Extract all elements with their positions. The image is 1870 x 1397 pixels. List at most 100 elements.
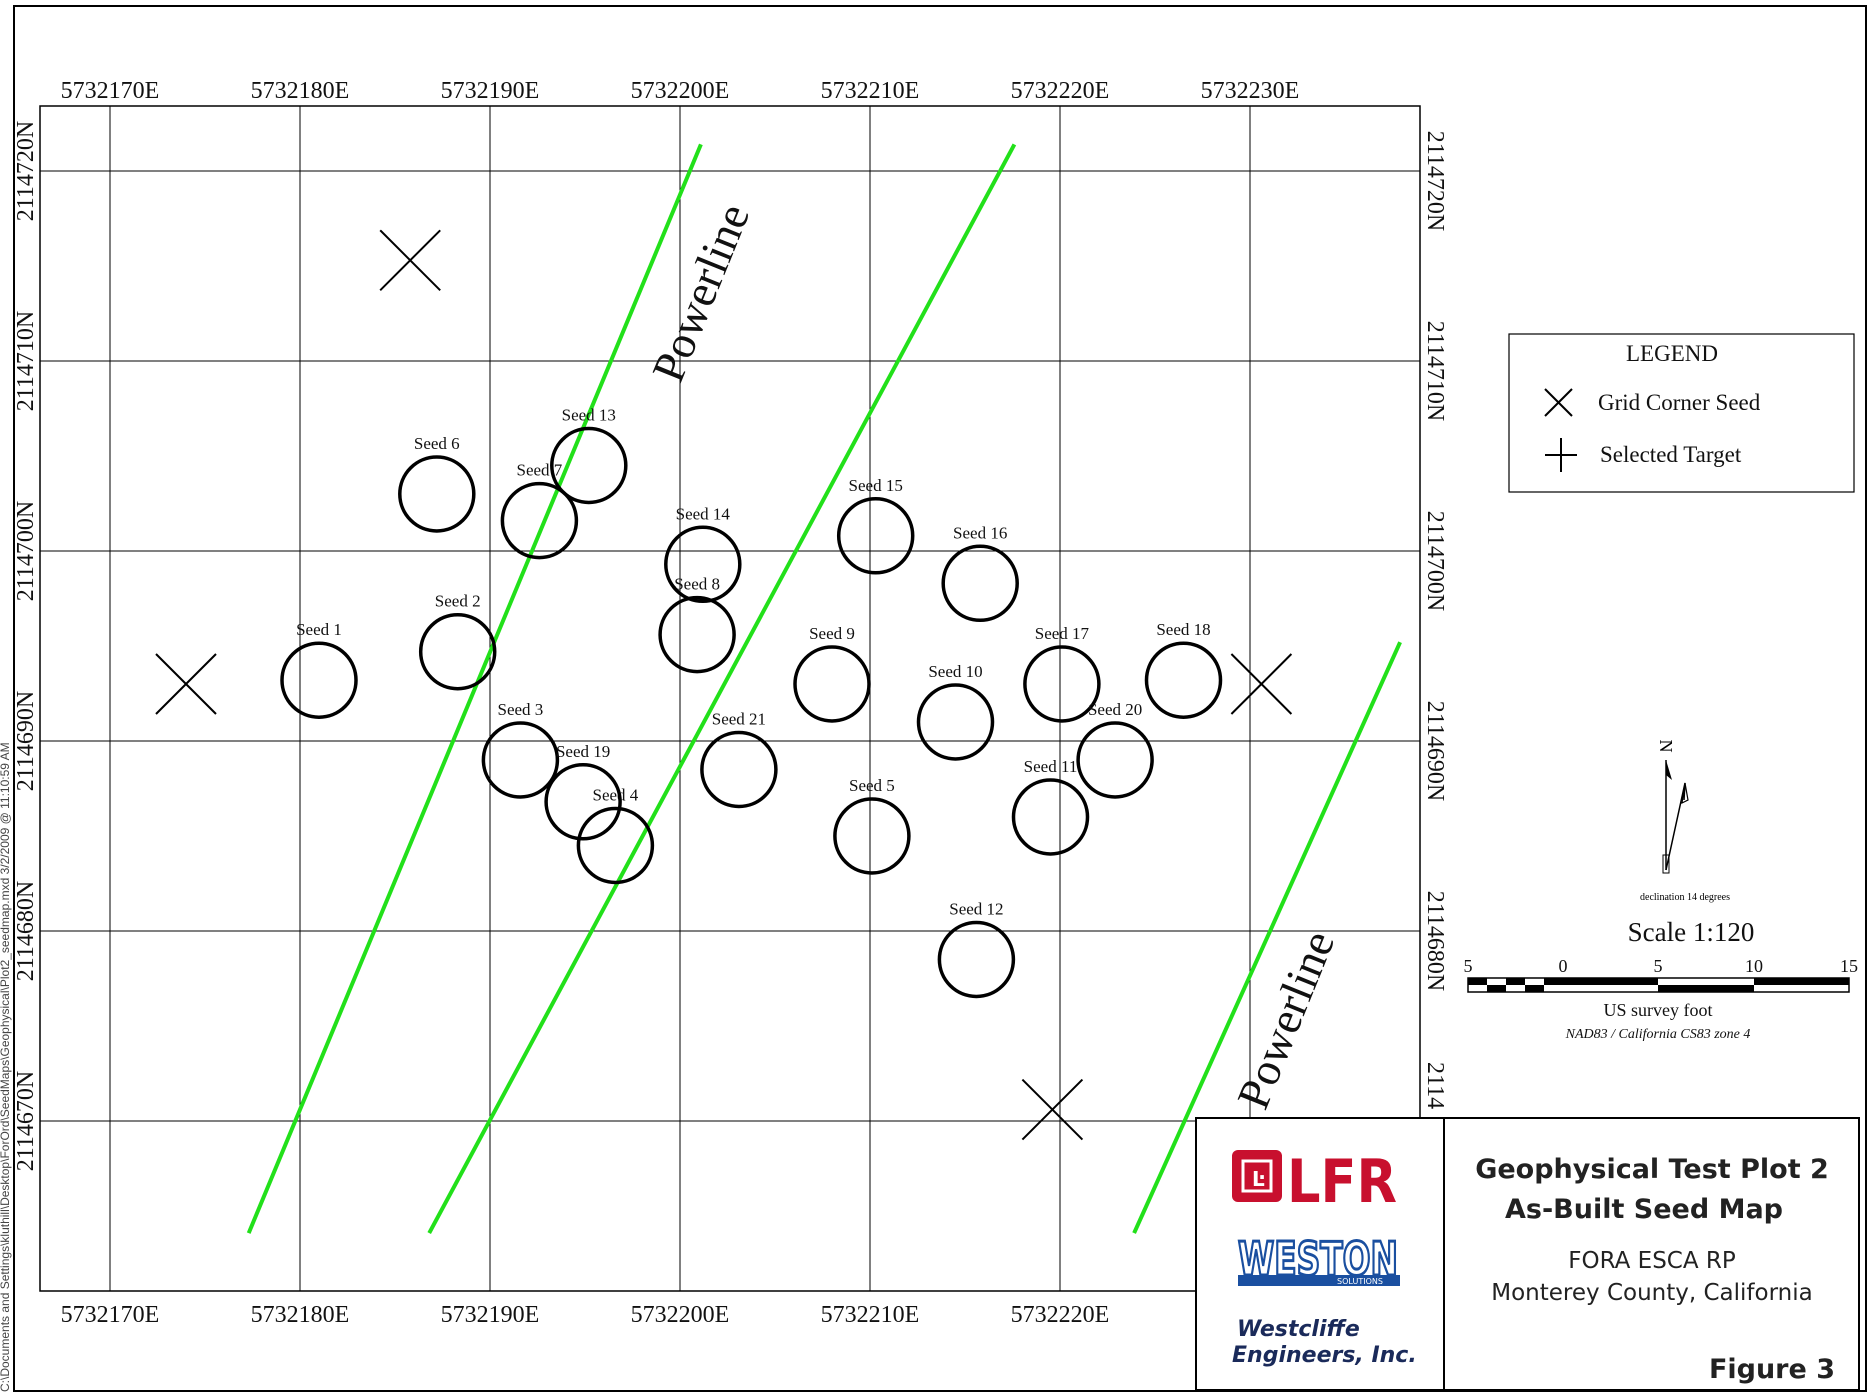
seed-circle <box>1023 645 1101 723</box>
seed-circle <box>833 797 911 875</box>
grid-corner-seed-icon <box>1230 653 1293 715</box>
seed-label: Seed 7 <box>517 461 563 480</box>
seed-label: Seed 14 <box>676 504 731 523</box>
subtitle-line2: Monterey County, California <box>1491 1280 1812 1306</box>
scale-tick-label: 5 <box>1654 956 1663 976</box>
seed-circle <box>1076 721 1154 799</box>
file-path-text: C:\Documents and Settings\kluthill\Deskt… <box>0 742 12 1392</box>
scale-tick-label: 10 <box>1745 956 1763 976</box>
scale-units: US survey foot <box>1604 1000 1713 1020</box>
seed-label: Seed 18 <box>1156 620 1210 639</box>
seed-label: Seed 20 <box>1088 700 1142 719</box>
seed-circle <box>481 721 560 799</box>
seed-circle <box>941 544 1019 623</box>
westcliffe-line2: Engineers, Inc. <box>1232 1343 1417 1368</box>
weston-logo-sub: SOLUTIONS <box>1337 1277 1383 1286</box>
northing-label: 2114700N <box>13 501 39 601</box>
seed-circle <box>418 612 497 691</box>
seed-label: Seed 6 <box>414 434 460 453</box>
scale-tick-label: 15 <box>1840 956 1858 976</box>
projection-text: NAD83 / California CS83 zone 4 <box>1565 1027 1751 1042</box>
seed-label: Seed 11 <box>1024 757 1078 776</box>
grid-corner-seeds <box>155 229 1293 1141</box>
grid-lines <box>40 106 1420 1291</box>
easting-labels-top: 5732170E 5732180E 5732190E 5732200E 5732210E… <box>61 78 1300 104</box>
legend-box <box>1508 333 1855 493</box>
grid-corner-seed-icon <box>379 229 441 292</box>
seed-label: Seed 15 <box>849 476 903 495</box>
seed-label: Seed 1 <box>296 620 342 639</box>
declination-text: declination 14 degrees <box>1640 892 1730 903</box>
legend-item-selected-target: Selected Target <box>1600 442 1742 467</box>
seed-circle <box>1144 641 1223 719</box>
seed-circle <box>576 806 655 885</box>
seed-circle <box>664 525 742 604</box>
weston-logo: WESTON SOLUTIONS <box>1237 1231 1400 1288</box>
legend: LEGEND Grid Corner Seed Selected Target <box>1508 333 1855 493</box>
northing-label: 2114680N <box>1422 891 1448 991</box>
svg-text:Ŀ: Ŀ <box>1252 1167 1265 1191</box>
title-block: Ŀ LFR WESTON SOLUTIONS Westcliffe Engine… <box>1195 1117 1860 1391</box>
easting-label: 5732200E <box>631 1302 730 1328</box>
easting-label: 5732180E <box>251 1302 350 1328</box>
seed-label: Seed 16 <box>953 523 1007 542</box>
seed-circle <box>658 595 736 674</box>
seed-circle <box>500 481 579 560</box>
seed-circle <box>550 426 628 505</box>
seed-label: Seed 3 <box>498 700 544 719</box>
northing-label: 2114670N <box>13 1071 39 1171</box>
seed-label: Seed 19 <box>556 742 610 761</box>
seed-circle <box>1011 778 1090 856</box>
seed-circle <box>280 641 358 719</box>
scale-title: Scale 1:120 <box>1628 917 1755 947</box>
easting-label: 5732170E <box>61 78 160 104</box>
seed-circle <box>937 920 1016 999</box>
page-border <box>13 5 1867 1392</box>
powerline-label-lower: Powerline <box>1227 924 1344 1116</box>
seed-circle <box>793 645 871 723</box>
seed-label: Seed 5 <box>849 776 895 795</box>
northing-labels-left: 2114720N 2114710N 2114700N 2114690N 2114680N… <box>13 121 39 1171</box>
northing-label: 2114680N <box>13 881 39 981</box>
scale-tick-labels: 5 0 5 10 15 <box>1464 956 1859 976</box>
northing-labels-right: 2114720N 2114710N 2114700N 2114690N 2114680N… <box>1422 131 1448 1109</box>
northing-label-partial: 2114 <box>1422 1062 1448 1109</box>
easting-label: 5732180E <box>251 78 350 104</box>
subtitle-line1: FORA ESCA RP <box>1568 1248 1736 1274</box>
powerline-label-upper: Powerline <box>642 197 759 389</box>
northing-label: 2114710N <box>1422 321 1448 421</box>
easting-label: 5732210E <box>821 1302 920 1328</box>
powerline <box>1132 641 1402 1234</box>
northing-label: 2114700N <box>1422 511 1448 611</box>
northing-label: 2114710N <box>13 311 39 411</box>
seed-circle <box>700 730 778 809</box>
northing-label: 2114720N <box>13 121 39 221</box>
title-line1: Geophysical Test Plot 2 <box>1475 1154 1829 1185</box>
northing-label: 2114690N <box>1422 701 1448 801</box>
easting-label: 5732190E <box>441 1302 540 1328</box>
seed-label: Seed 2 <box>435 592 481 611</box>
powerlines <box>246 143 1402 1235</box>
westcliffe-line1: Westcliffe <box>1237 1317 1360 1342</box>
northing-label: 2114720N <box>1422 131 1448 231</box>
seed-label: Seed 8 <box>674 575 720 594</box>
plus-cross-icon <box>1545 438 1577 472</box>
seed-circle <box>544 763 622 841</box>
seed-label: Seed 13 <box>562 406 616 425</box>
seed-label: Seed 4 <box>593 786 639 805</box>
seed-label: Seed 10 <box>928 662 982 681</box>
powerline <box>427 143 1017 1235</box>
easting-label: 5732210E <box>821 78 920 104</box>
seed-circle <box>836 497 915 575</box>
scale-bar: Scale 1:120 5 0 5 10 15 US survey foot NAD83… <box>1464 917 1859 1042</box>
seed-targets: Seed 1 Seed 2 Seed 3 Seed 4 Seed 5 Seed 6 Seed… <box>280 406 1223 999</box>
seed-label: Seed 17 <box>1035 624 1090 643</box>
seed-circle <box>398 455 476 533</box>
legend-item-grid-corner: Grid Corner Seed <box>1598 390 1761 415</box>
lfr-logo: Ŀ LFR <box>1232 1147 1397 1217</box>
seed-circle <box>916 683 995 761</box>
scale-tick-label: 5 <box>1464 956 1473 976</box>
easting-label: 5732170E <box>61 1302 160 1328</box>
lfr-logo-text: LFR <box>1287 1147 1397 1217</box>
powerline <box>246 143 703 1234</box>
